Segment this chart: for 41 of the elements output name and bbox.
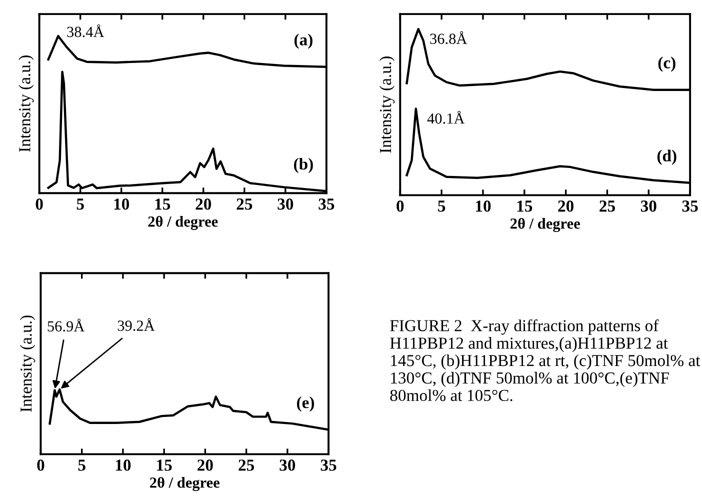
x-tick-label: 5 xyxy=(438,200,446,212)
x-tick-label: 0 xyxy=(37,460,44,471)
series-label: (b) xyxy=(294,158,313,174)
x-tick-label: 10 xyxy=(116,460,131,471)
x-tick-label: 35 xyxy=(682,200,698,212)
x-tick-label: 35 xyxy=(320,460,336,471)
legend-label: (a) xyxy=(294,34,312,49)
annotation: 38.4Å xyxy=(67,24,104,38)
x-tick-label: 5 xyxy=(78,460,86,471)
x-tick-label: 10 xyxy=(476,200,491,212)
x-axis-title: 2θ / degree xyxy=(148,216,218,230)
x-axis-title: 2θ / degree xyxy=(510,218,580,232)
x-tick-label: 15 xyxy=(155,198,170,210)
x-tick-label: 20 xyxy=(196,198,212,210)
caption: FIGURE 2 X-ray diffraction patterns of H11PBP12 and mixtures,(a)H11PBP12 at 145°C, (b)H11PBP12 at rt, (c)TNF 50mol% at 130°C, (d)TNF 50mol% at 100°C,(e)TNF 80mol% at 105°C. xyxy=(390,319,700,402)
x-tick-label: 20 xyxy=(558,200,574,212)
x-tick-label: 5 xyxy=(76,198,84,210)
series-label: (c) xyxy=(658,56,676,72)
x-tick-label: 20 xyxy=(198,460,213,471)
annotation: 40.1Å xyxy=(427,110,465,124)
x-tick-label: 15 xyxy=(517,200,532,212)
x-tick-label: 0 xyxy=(396,200,404,212)
x-tick-label: 25 xyxy=(236,198,252,210)
x-tick-label: 25 xyxy=(600,200,615,212)
series-label: (e) xyxy=(296,396,314,412)
x-tick-label: 25 xyxy=(238,460,254,471)
x-tick-label: 30 xyxy=(278,198,294,210)
annotation: 36.8Å xyxy=(430,31,468,44)
x-axis-title: 2θ / degree xyxy=(150,476,220,492)
x-tick-label: 35 xyxy=(318,198,334,210)
x-tick-label: 10 xyxy=(114,198,130,210)
y-axis-title: Intensity (a.u.) xyxy=(18,56,34,152)
series-label: (d) xyxy=(657,150,676,165)
x-tick-label: 0 xyxy=(36,198,43,210)
y-axis-title: Intensity (a.u.) xyxy=(20,316,36,412)
x-tick-label: 30 xyxy=(280,460,296,471)
x-tick-label: 30 xyxy=(640,200,656,212)
annotation: 56.9Å xyxy=(48,318,85,332)
x-tick-label: 15 xyxy=(157,460,172,471)
annotation: 39.2Å xyxy=(118,318,155,331)
y-axis-title: Intensity (a.u.) xyxy=(379,56,395,153)
